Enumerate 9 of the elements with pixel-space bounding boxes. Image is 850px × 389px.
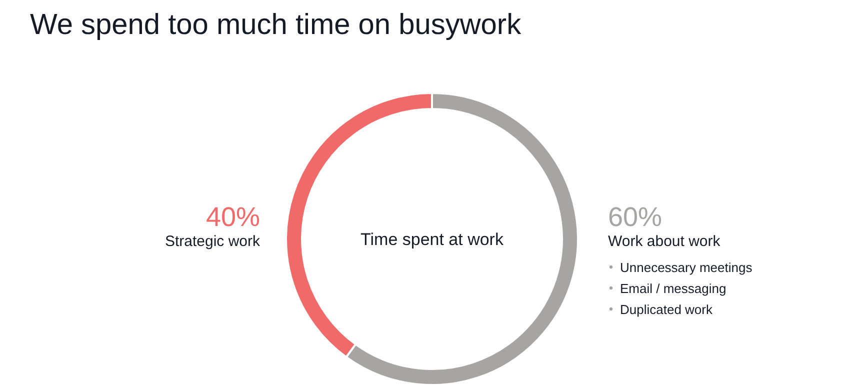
data-label: 40% bbox=[206, 202, 260, 232]
slice-label: Work about work bbox=[608, 233, 721, 250]
text: Email / messaging bbox=[620, 281, 726, 296]
text: Time spent at work bbox=[360, 230, 504, 249]
text: Duplicated work bbox=[620, 302, 713, 317]
chart-title: We spend too much time on busywork bbox=[30, 9, 522, 41]
data-label: 60% bbox=[608, 202, 662, 232]
text: Unnecessary meetings bbox=[620, 260, 753, 275]
slice-label: Strategic work bbox=[164, 233, 260, 250]
